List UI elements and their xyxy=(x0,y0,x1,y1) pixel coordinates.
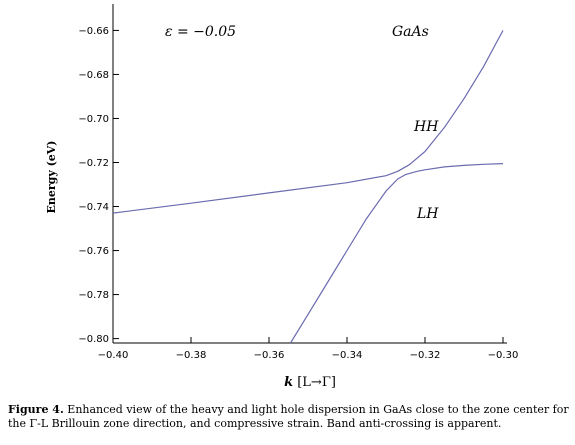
y-tick-label: −0.72 xyxy=(78,158,109,169)
series-line-lh xyxy=(289,163,504,344)
lh-label: LH xyxy=(416,206,439,222)
y-tick-label: −0.70 xyxy=(78,114,109,125)
x-ticks: −0.40 −0.38 −0.36 −0.34 −0.32 −0.30 xyxy=(98,337,519,361)
x-tick-label: −0.36 xyxy=(254,350,285,361)
y-tick-label: −0.74 xyxy=(78,202,109,213)
y-tick-label: −0.68 xyxy=(78,70,109,81)
series-line-hh xyxy=(112,30,504,214)
x-tick-label: −0.34 xyxy=(332,350,363,361)
material-annotation: GaAs xyxy=(392,24,429,40)
y-tick-label: −0.66 xyxy=(78,26,109,37)
plot-frame xyxy=(112,4,507,344)
x-tick-label: −0.40 xyxy=(98,350,129,361)
caption-text: Enhanced view of the heavy and light hol… xyxy=(8,403,569,430)
y-tick-label: −0.80 xyxy=(78,334,109,345)
figure-caption: Figure 4. Enhanced view of the heavy and… xyxy=(8,403,573,431)
caption-label: Figure 4. xyxy=(8,403,64,416)
strain-annotation: ε = −0.05 xyxy=(165,24,236,40)
y-tick-label: −0.76 xyxy=(78,246,109,257)
y-ticks: −0.66 −0.68 −0.70 −0.72 −0.74 −0.76 −0.78 −0.80 xyxy=(78,26,119,345)
y-tick-label: −0.78 xyxy=(78,290,109,301)
x-tick-label: −0.30 xyxy=(488,350,519,361)
hh-label: HH xyxy=(413,119,439,135)
y-axis-label: Energy (eV) xyxy=(45,140,58,213)
series-layer xyxy=(112,30,504,344)
x-tick-label: −0.32 xyxy=(410,350,441,361)
x-axis-label: k [L→Γ] xyxy=(284,375,336,390)
x-tick-label: −0.38 xyxy=(176,350,207,361)
